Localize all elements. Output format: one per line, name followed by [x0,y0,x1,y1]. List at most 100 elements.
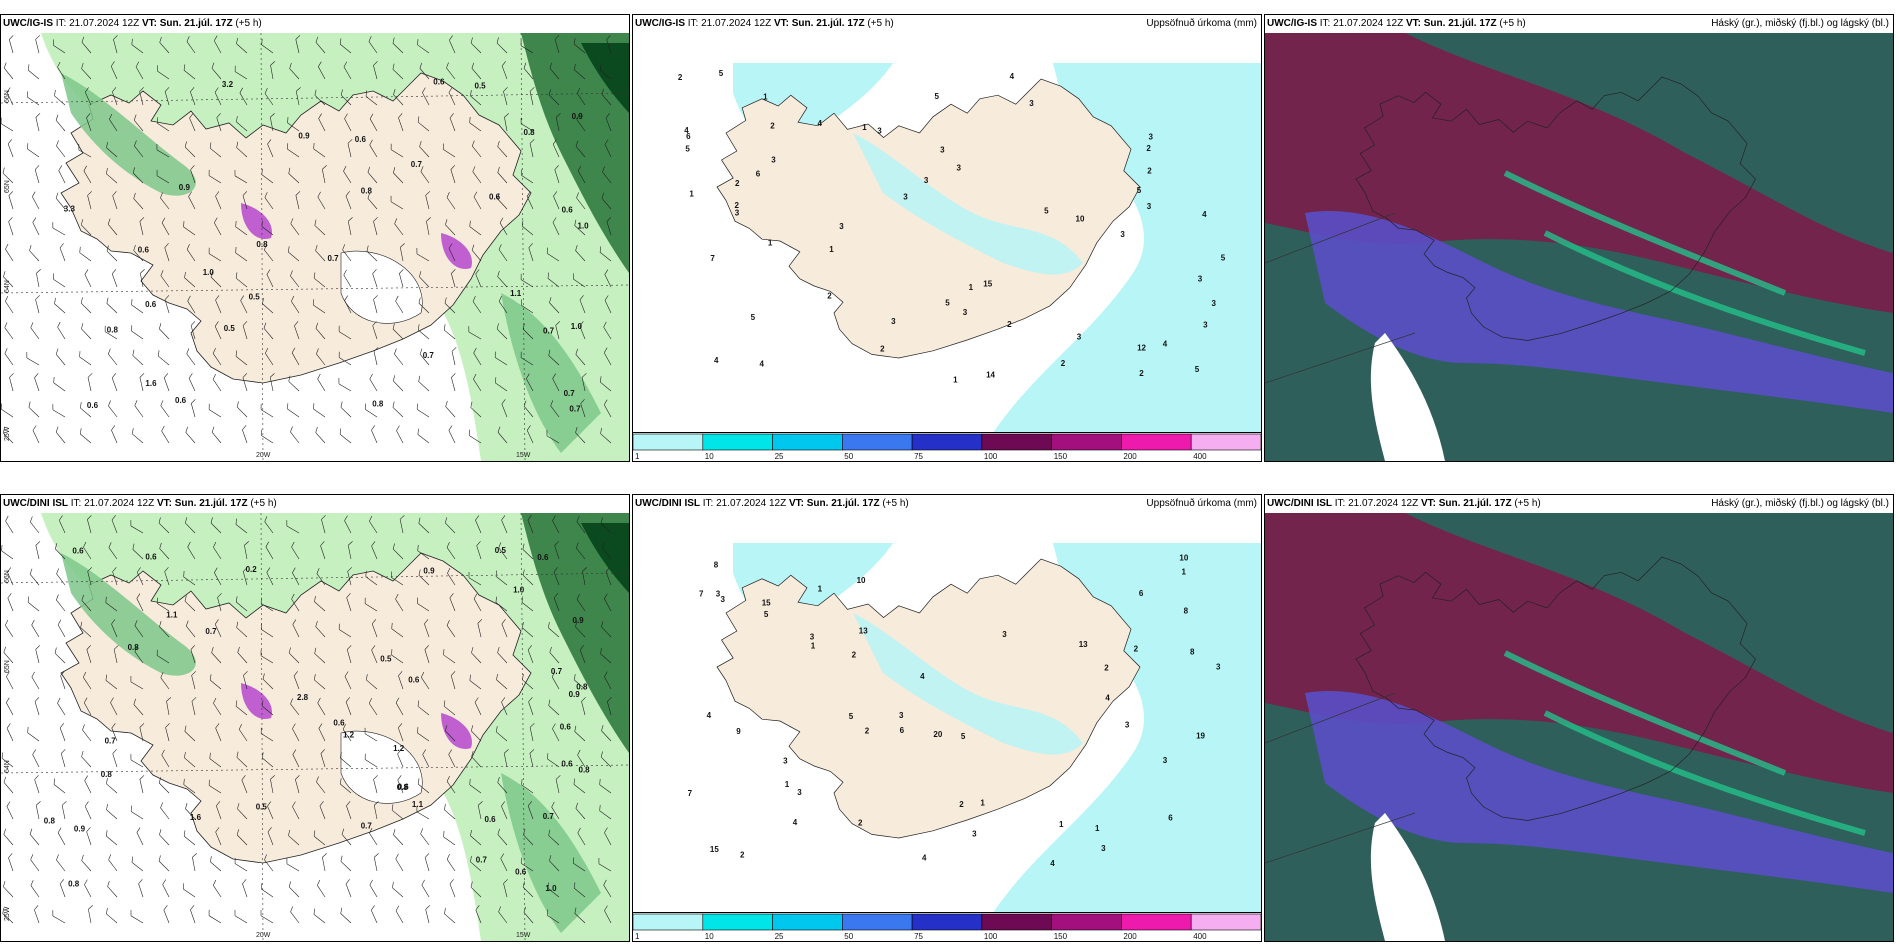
wind-barb [260,727,274,742]
wind-barb [270,775,275,794]
wind-barb [159,323,170,340]
wind-barb [500,853,508,872]
wind-barb [315,36,326,54]
wind-barb [606,217,612,236]
legend-svg: 1 10 25 50 75 100 150 200 400 [633,433,1261,461]
wind-barb [419,62,430,80]
wind-barb [107,880,118,898]
wind-barb [78,144,92,158]
wind-barb [529,723,535,742]
value-label: 3 [1163,756,1168,765]
wind-barb [286,520,300,534]
latitude-label: 64N [4,760,11,773]
wind-barb [211,62,222,80]
wind-barb [214,567,222,586]
wind-barb [417,428,430,444]
wind-barb [79,246,92,262]
value-label: 3 [1077,332,1082,341]
wind-barb [604,139,612,158]
wind-barb [400,243,405,262]
wind-barb [156,597,170,612]
wind-barb [364,727,378,742]
wind-barb [6,801,14,820]
coastline [1355,76,1756,341]
wind-barb [397,749,404,768]
value-label: 1.1 [166,610,178,619]
wind-barb [130,754,144,768]
wind-barb [34,775,40,794]
wind-barb [3,881,14,898]
panel-accum-precip-igis: UWC/IG-IS IT: 21.07.2024 12Z VT: Sun. 21… [632,14,1262,462]
wind-barb [136,593,144,612]
wind-barb [244,541,249,560]
wind-barb [84,87,92,106]
wind-barb [340,855,352,872]
legend-label: 200 [1123,932,1137,941]
wind-barb [599,778,612,794]
it-value: 21.07.2024 12Z [1333,18,1404,29]
wind-barb [600,751,612,768]
wind-barb [26,352,40,366]
graticule-line [260,513,264,941]
wind-barb [81,62,92,80]
wind-barb [214,87,222,106]
graticule-line [1265,212,1396,264]
it-value: 21.07.2024 12Z [1348,498,1419,509]
wind-barb [425,191,430,210]
wind-barb [6,723,14,742]
wind-barb [604,593,612,612]
value-label: 0.6 [175,396,187,405]
wind-barb [552,139,560,158]
wind-barb [35,35,40,54]
value-label: 6 [1168,814,1173,823]
panel-title: Háský (gr.), miðský (fj.bl.) og lágský (… [1711,18,1889,29]
wind-barb [79,351,92,366]
wind-barb [449,593,456,612]
wind-barb [27,91,40,106]
wind-barb [84,775,92,794]
wind-barb [424,645,430,664]
vt-label: VT: [1420,498,1436,509]
wind-barb [575,244,586,262]
wind-barb [29,245,40,262]
wind-barb [236,116,248,132]
wind-barb [365,90,378,106]
wind-barb [577,87,586,106]
wind-barb [600,647,612,664]
wind-barb [443,324,456,340]
value-label: 0.6 [138,245,150,254]
wind-barb [158,517,170,534]
precip-vdark-area [581,43,629,113]
wind-barb [316,568,326,586]
wind-barb [32,217,40,236]
wind-barb [573,273,586,288]
wind-barb [81,323,92,340]
legend-label: 50 [844,452,853,461]
value-label: 0.9 [573,616,585,625]
wind-barb [600,427,612,444]
wind-barb [192,853,197,872]
graticule-line [520,33,526,461]
value-label: 2 [1147,167,1152,176]
wind-barb [520,857,534,872]
panel-header: UWC/DINI ISL IT: 21.07.2024 12Z VT: Sun.… [1,495,629,513]
graticule-line [260,33,264,461]
wind-barb [187,295,196,314]
wind-barb [53,778,66,794]
value-label: 3 [735,208,740,217]
legend-swatch [981,913,1052,931]
value-label: 2 [858,819,863,828]
wind-barb [260,909,274,924]
wind-barb [501,399,508,418]
value-label: 0.8 [101,770,113,779]
wind-barb [209,752,222,768]
wind-barb [448,87,456,106]
value-label: 2 [959,800,964,809]
wind-barb [347,567,352,586]
value-label: 0.7 [569,405,581,414]
value-label: 5 [945,299,950,308]
value-label: 4 [818,119,823,128]
wind-barb [109,113,118,132]
value-label: 0.9 [298,132,310,141]
wind-barb [445,517,456,534]
